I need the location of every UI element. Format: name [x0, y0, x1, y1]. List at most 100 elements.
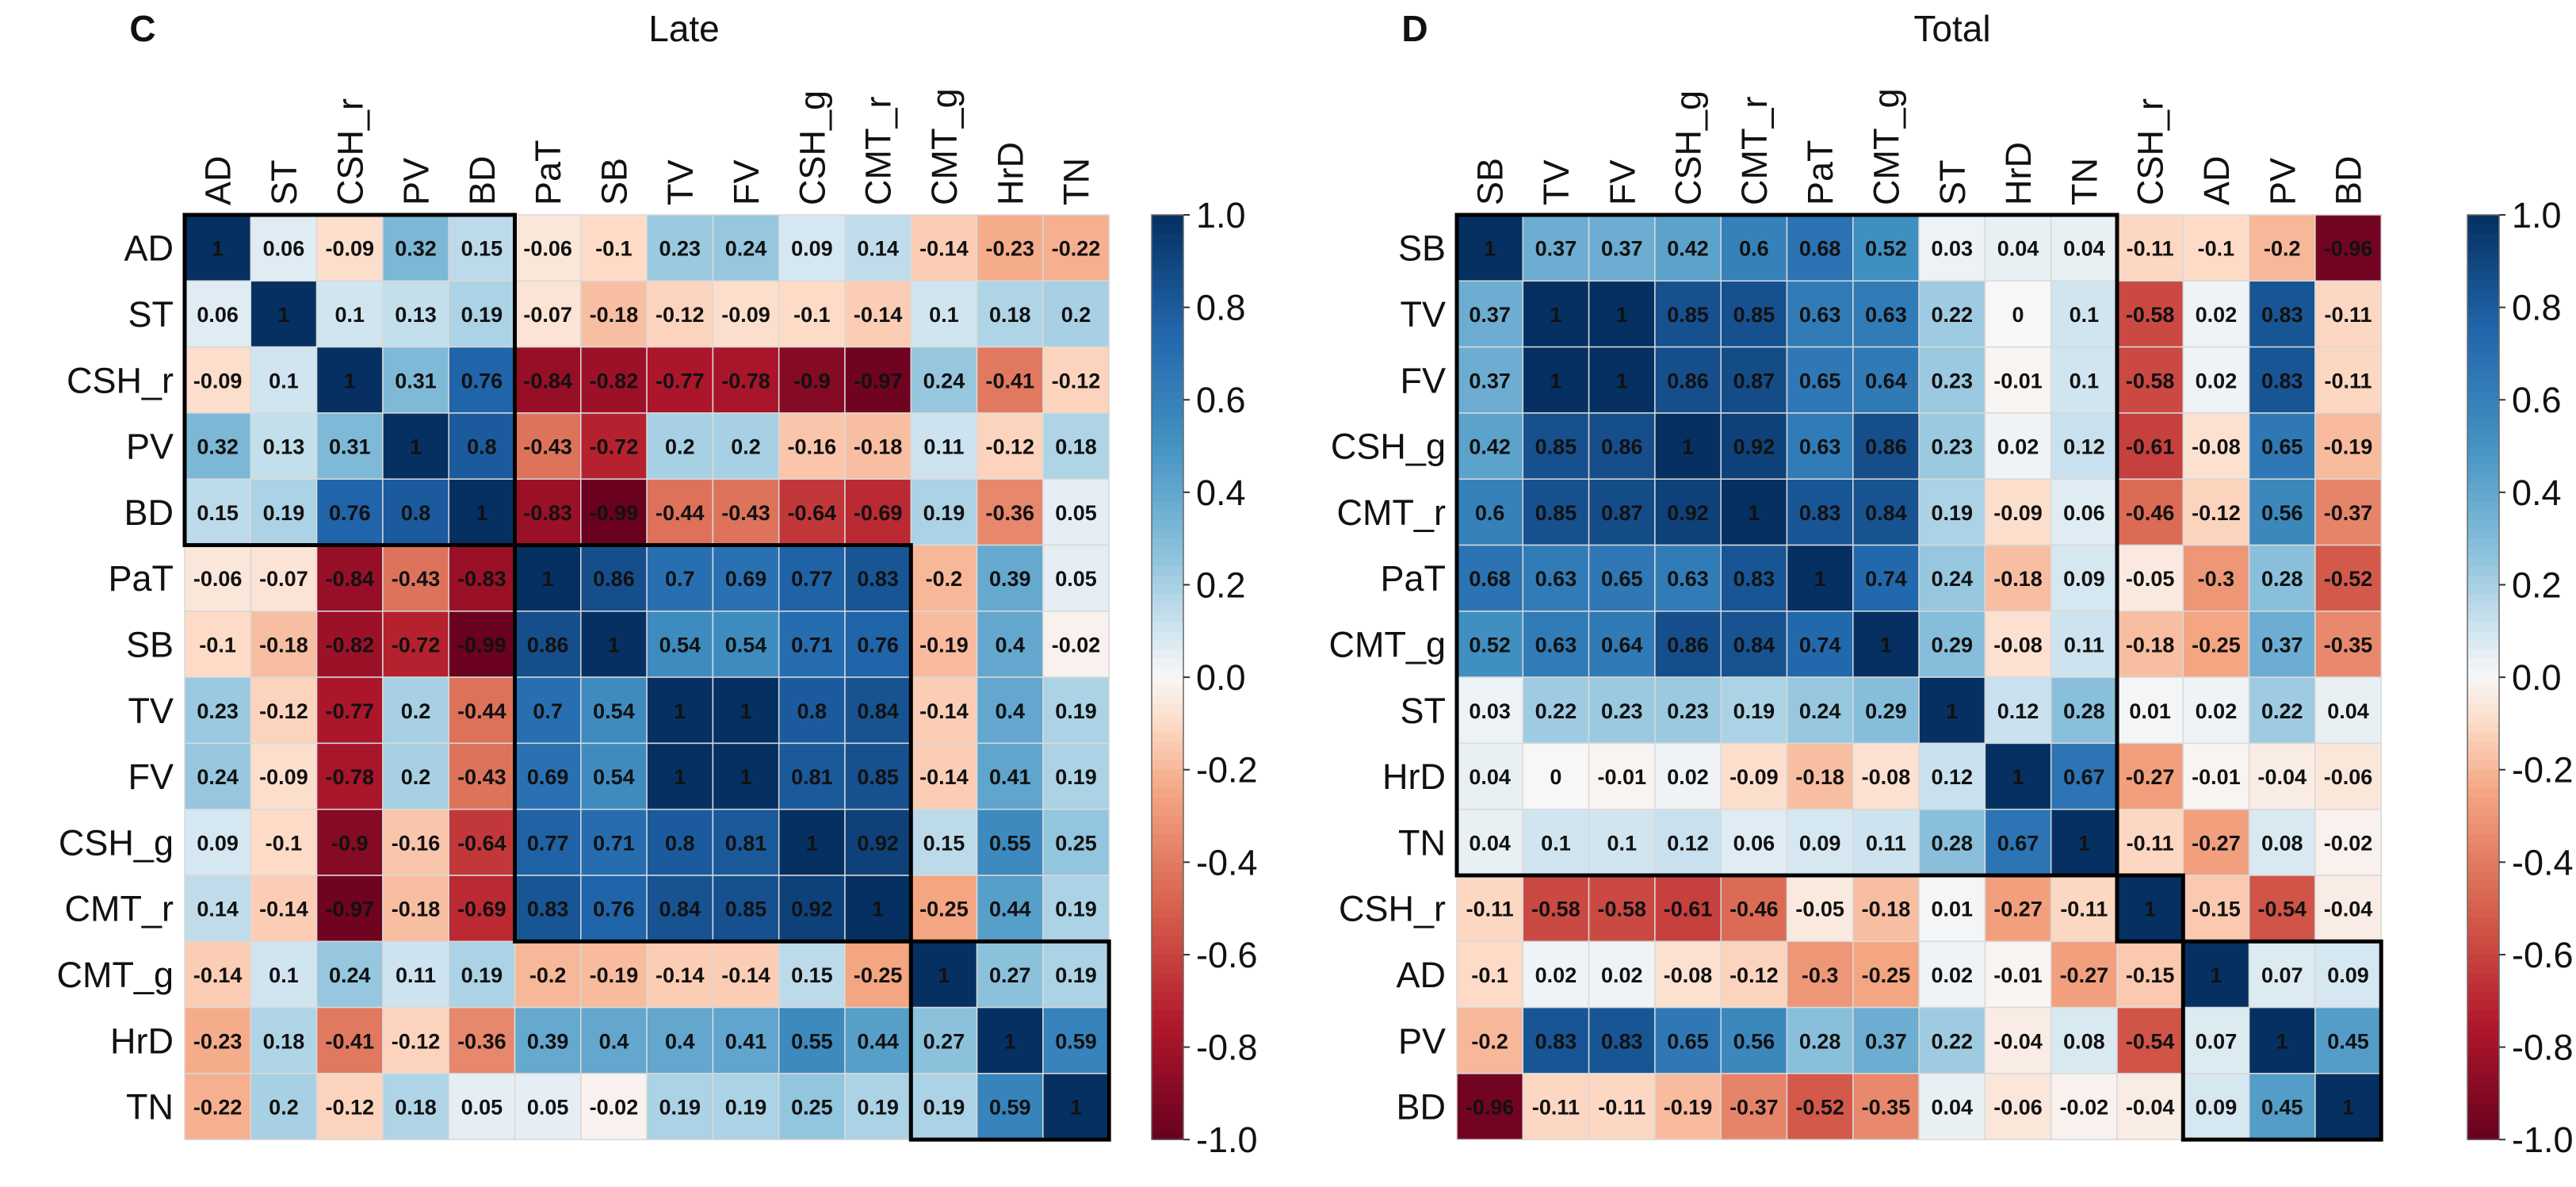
heatmap-cell — [580, 875, 648, 943]
colorbar-segment — [2467, 427, 2499, 438]
heatmap-cell — [1918, 1006, 1986, 1074]
colorbar-segment — [2467, 279, 2499, 289]
cell-value-label: -0.11 — [1532, 1096, 1580, 1120]
cell-value-label: -0.15 — [2192, 898, 2241, 921]
cell-value-label: 0.63 — [1535, 567, 1577, 591]
colorbar-tick-label: 0.2 — [2512, 565, 2562, 605]
cell-value-label: -0.09 — [325, 237, 374, 261]
cell-value-label: 0.19 — [923, 1096, 965, 1120]
heatmap-cell — [448, 808, 516, 876]
colorbar-segment — [2467, 806, 2499, 817]
cell-value-label: -0.06 — [1993, 1096, 2043, 1120]
colorbar-segment — [1152, 279, 1183, 289]
cell-value-label: -0.58 — [1531, 898, 1580, 921]
heatmap-cell — [1984, 1073, 2052, 1140]
cell-value-label: 0.45 — [2261, 1096, 2303, 1120]
cell-value-label: 0.07 — [2196, 1029, 2238, 1053]
heatmap-cell — [1654, 214, 1722, 282]
cell-value-label: 0.12 — [1931, 765, 1973, 789]
cell-value-label: -0.18 — [2126, 633, 2175, 657]
heatmap-cell — [1588, 940, 1656, 1009]
cell-value-label: 0.07 — [2261, 963, 2303, 987]
heatmap-cell — [448, 544, 516, 612]
cell-value-label: 1 — [1004, 1029, 1016, 1053]
colorbar-segment — [1152, 612, 1183, 622]
cell-value-label: -0.27 — [2126, 765, 2175, 789]
heatmap-cell — [382, 1006, 449, 1074]
heatmap-cell — [976, 611, 1044, 678]
cell-value-label: 1 — [608, 633, 620, 657]
colorbar-tick-label: 0.4 — [1196, 473, 1246, 513]
cell-value-label: -0.06 — [193, 567, 243, 591]
cell-value-label: -0.1 — [595, 237, 633, 261]
cell-value-label: -0.14 — [919, 699, 969, 723]
cell-value-label: -0.01 — [1993, 369, 2043, 392]
cell-value-label: -0.1 — [199, 633, 236, 657]
colorbar-segment — [1152, 760, 1183, 771]
cell-value-label: 0.31 — [395, 369, 437, 392]
colorbar-segment — [2467, 871, 2499, 882]
heatmap-cell — [712, 940, 780, 1009]
colorbar-segment — [1152, 668, 1183, 678]
heatmap-cell — [1042, 875, 1110, 943]
heatmap-cell — [2050, 808, 2118, 876]
colorbar-tick-label: 0.0 — [1196, 657, 1246, 698]
heatmap-cell — [2050, 214, 2118, 282]
heatmap-cell — [2050, 346, 2118, 414]
row-label: PaT — [108, 558, 174, 599]
colorbar-segment — [2467, 862, 2499, 872]
cell-value-label: -0.97 — [854, 369, 903, 392]
row-label: TV — [128, 691, 174, 731]
heatmap-cell — [2050, 875, 2118, 943]
row-label: BD — [124, 492, 174, 533]
colorbar-segment — [1152, 215, 1183, 225]
heatmap-cell — [1654, 544, 1722, 612]
cell-value-label: 0.76 — [593, 898, 635, 921]
cell-value-label: 0.19 — [263, 501, 305, 525]
heatmap-cell — [1852, 346, 1920, 414]
heatmap-cell — [1786, 808, 1854, 876]
cell-value-label: 0.28 — [2261, 567, 2303, 591]
heatmap-cell — [646, 1006, 714, 1074]
heatmap-cell — [712, 346, 780, 414]
heatmap-cell — [1588, 742, 1656, 810]
heatmap-cell — [580, 544, 648, 612]
heatmap-cell — [1588, 676, 1656, 745]
cell-value-label: 0.2 — [731, 435, 761, 459]
heatmap-cell — [1786, 346, 1854, 414]
cell-value-label: -0.09 — [1993, 501, 2043, 525]
cell-value-label: -0.2 — [529, 963, 567, 987]
cell-value-label: 0.24 — [1799, 699, 1841, 723]
cell-value-label: 0.69 — [725, 567, 767, 591]
cell-value-label: 0.71 — [791, 633, 833, 657]
heatmap-cell — [2116, 1073, 2184, 1140]
cell-value-label: 0.69 — [527, 765, 569, 789]
colorbar-segment — [1152, 362, 1183, 373]
cell-value-label: 0 — [2012, 303, 2024, 327]
colorbar-segment — [2467, 400, 2499, 410]
colorbar-segment — [2467, 603, 2499, 614]
heatmap-cell — [1042, 808, 1110, 876]
cell-value-label: 0.31 — [329, 435, 371, 459]
cell-value-label: 0.37 — [1865, 1029, 1907, 1053]
cell-value-label: -0.23 — [193, 1029, 243, 1053]
cell-value-label: 0.8 — [797, 699, 827, 723]
heatmap-cell — [580, 940, 648, 1009]
cell-value-label: 0.02 — [1931, 963, 1973, 987]
cell-value-label: 0.85 — [857, 765, 899, 789]
cell-value-label: -0.01 — [1993, 963, 2043, 987]
colorbar-segment — [1152, 880, 1183, 890]
colorbar-segment — [1152, 325, 1183, 336]
cell-value-label: 0.09 — [197, 831, 239, 855]
colorbar-segment — [2467, 723, 2499, 733]
colorbar-segment — [1152, 353, 1183, 364]
cell-value-label: -0.41 — [325, 1029, 374, 1053]
colorbar-segment — [2467, 844, 2499, 854]
heatmap-cell — [646, 1073, 714, 1140]
row-label: TN — [1398, 822, 1446, 863]
cell-value-label: -0.11 — [1466, 898, 1514, 921]
cell-value-label: 0.22 — [2261, 699, 2303, 723]
heatmap-cell — [646, 940, 714, 1009]
colorbar-segment — [1152, 936, 1183, 946]
cell-value-label: -0.12 — [2192, 501, 2241, 525]
